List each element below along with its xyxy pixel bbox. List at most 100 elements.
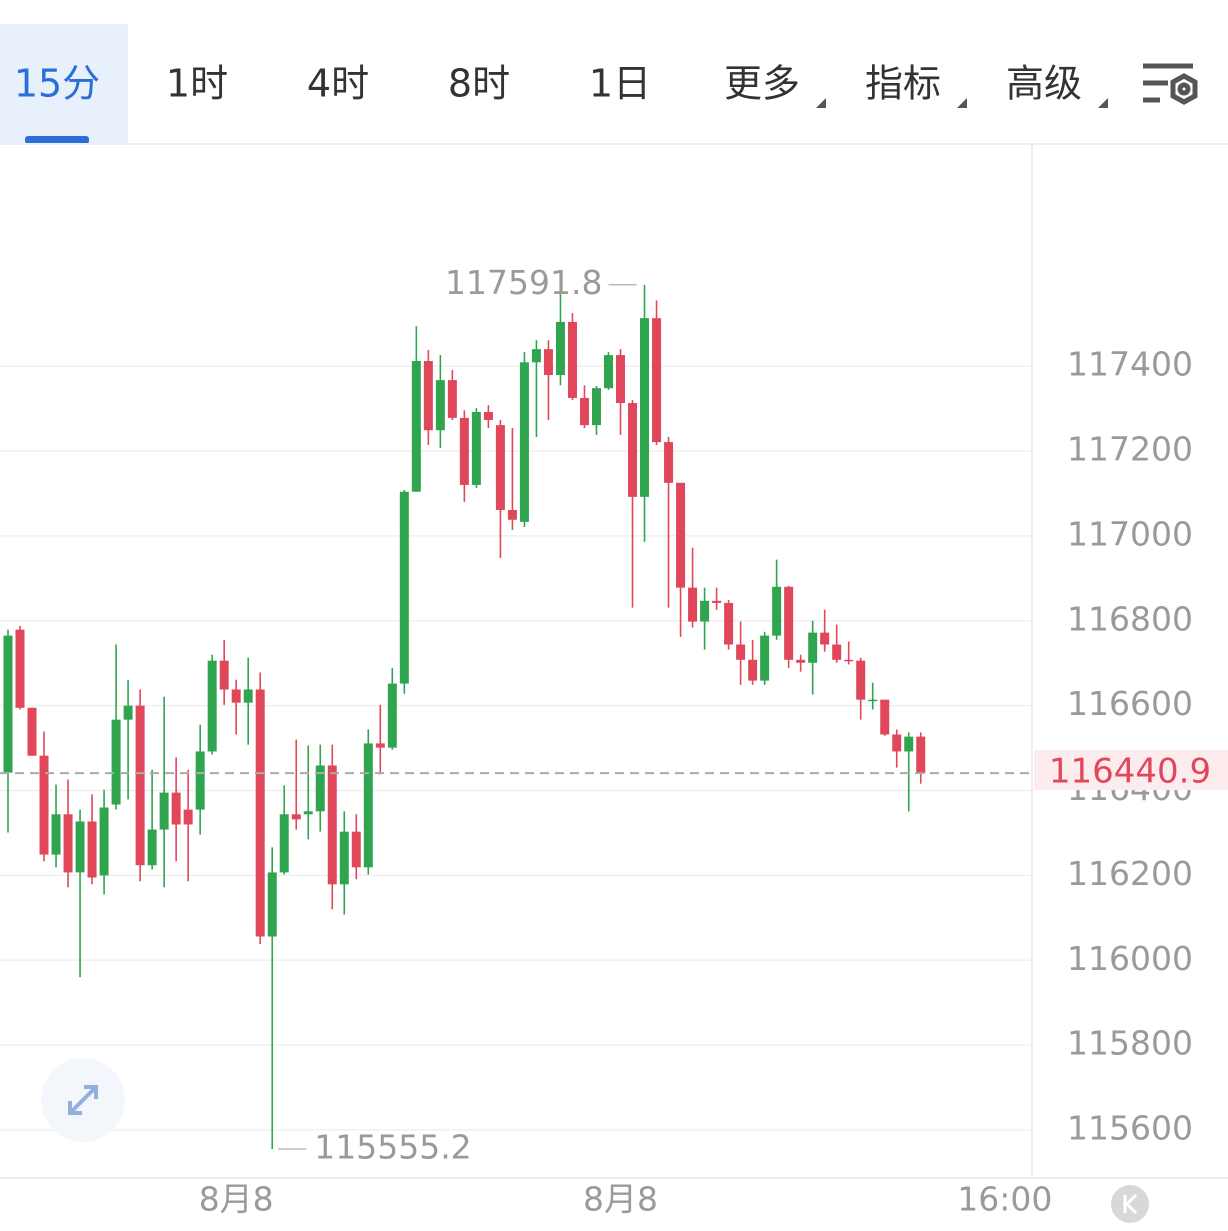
candle-body: [784, 586, 794, 660]
active-tab-bg: [0, 24, 128, 144]
candle-body: [892, 734, 902, 752]
candle-body: [904, 736, 914, 752]
tab-bar: 15分 1时 4时 8时 1日 更多 指标 高级: [14, 62, 1108, 108]
overlay: 116440.9 117591.8 115555.2: [0, 263, 1228, 1167]
tab-label[interactable]: 15分: [14, 62, 100, 106]
icon-dot: [1177, 82, 1191, 96]
candle-body: [531, 349, 541, 363]
dropdown-marker: [957, 98, 967, 108]
tab-label[interactable]: 更多: [724, 62, 800, 106]
candle-body: [147, 829, 157, 866]
dropdown-marker: [816, 98, 826, 108]
candle-body: [15, 629, 25, 708]
candle-body: [507, 509, 517, 520]
candle-body: [724, 602, 734, 645]
candle-body: [820, 632, 830, 645]
candle-body: [243, 689, 253, 703]
candle-body: [772, 586, 782, 636]
candle-body: [579, 397, 589, 426]
candle-body: [856, 660, 866, 700]
candle-body: [664, 442, 674, 483]
high-label: 117591.8: [445, 263, 602, 302]
candle-body: [471, 411, 481, 485]
tab-label[interactable]: 1日: [589, 62, 651, 106]
candle-body: [676, 482, 686, 588]
candle-body: [700, 600, 710, 622]
y-tick-label: 117000: [1067, 514, 1193, 553]
y-tick-label: 116000: [1067, 939, 1193, 978]
candle-body: [483, 411, 493, 421]
candle-body: [219, 660, 229, 690]
last-price-label: 116440.9: [1049, 752, 1211, 792]
candle-body: [315, 765, 325, 812]
candle-body: [423, 361, 433, 431]
candle-body: [159, 792, 169, 830]
candle-body: [435, 380, 445, 431]
candle-body: [195, 751, 205, 810]
candle-body: [183, 809, 193, 825]
tab-label[interactable]: 4时: [307, 62, 369, 106]
active-tab-indicator: [25, 136, 89, 144]
x-tick-label: 8月8: [583, 1180, 658, 1219]
candle-body: [555, 321, 565, 376]
candle-body: [351, 831, 361, 868]
y-tick-label: 116600: [1067, 684, 1193, 723]
y-tick-label: 117400: [1067, 345, 1193, 384]
candle-body: [363, 743, 373, 868]
candle-body: [399, 491, 409, 684]
candle-body: [591, 388, 601, 426]
candle-body: [748, 659, 758, 681]
candle-body: [255, 689, 265, 937]
tab-label[interactable]: 指标: [865, 62, 941, 106]
candle-body: [543, 349, 553, 376]
candle-body: [796, 659, 806, 663]
candle-body: [688, 587, 698, 622]
x-tick-label: 16:00: [957, 1180, 1052, 1219]
candle-body: [123, 705, 133, 720]
candles: [3, 284, 926, 1150]
x-tick-label: 8月8: [199, 1180, 274, 1219]
candle-body: [267, 872, 277, 937]
k-circle: [1111, 1185, 1149, 1223]
y-tick-label: 115600: [1067, 1109, 1193, 1148]
candle-body: [27, 707, 37, 756]
candle-body: [736, 644, 746, 660]
candle-body: [628, 403, 638, 497]
candle-body: [339, 831, 349, 885]
candle-body: [375, 743, 385, 748]
tab-label[interactable]: 1时: [166, 62, 228, 106]
candle-body: [231, 689, 241, 703]
candle-body: [712, 600, 722, 603]
candle-body: [99, 807, 109, 876]
candle-body: [760, 635, 770, 681]
candle-body: [63, 814, 73, 873]
candle-body: [39, 755, 49, 855]
k-button[interactable]: [1111, 1185, 1149, 1223]
candle-body: [447, 380, 457, 418]
candle-body: [519, 362, 529, 522]
y-tick-label: 116200: [1067, 854, 1193, 893]
expand-button[interactable]: [41, 1058, 125, 1142]
dropdown-marker: [1098, 98, 1108, 108]
candle-body: [303, 811, 313, 815]
candle-body: [387, 683, 397, 748]
y-tick-label: 117200: [1067, 429, 1193, 468]
candle-body: [75, 821, 85, 873]
candle-body: [916, 736, 926, 774]
candle-body: [3, 635, 13, 773]
tab-label[interactable]: 8时: [448, 62, 510, 106]
candle-body: [51, 814, 61, 855]
candle-body: [808, 632, 818, 663]
candle-body: [495, 425, 505, 510]
expand-arrows: [68, 1085, 98, 1115]
tab-label[interactable]: 高级: [1006, 62, 1082, 106]
y-tick-label: 115800: [1067, 1024, 1193, 1063]
candle-body: [652, 318, 662, 443]
settings-icon[interactable]: [1143, 63, 1198, 105]
candle-body: [111, 719, 121, 805]
k-glyph: [1123, 1193, 1138, 1215]
low-label: 115555.2: [314, 1128, 471, 1167]
candle-body: [411, 361, 421, 492]
y-tick-label: 116800: [1067, 599, 1193, 638]
candle-body: [832, 644, 842, 660]
